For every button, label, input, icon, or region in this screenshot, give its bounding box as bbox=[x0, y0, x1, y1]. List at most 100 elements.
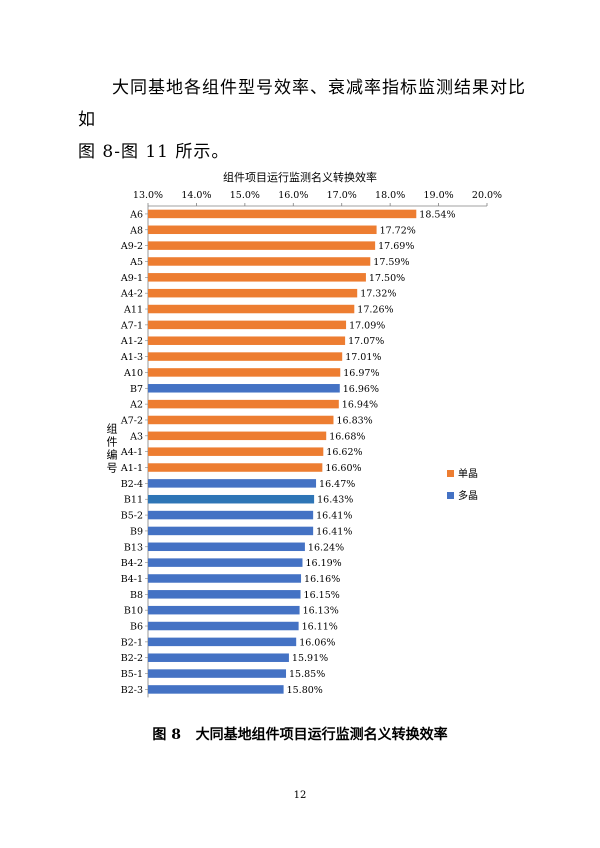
bar-a1-1 bbox=[148, 463, 323, 472]
data-label: 17.32% bbox=[360, 289, 396, 300]
data-label: 16.24% bbox=[308, 542, 344, 553]
bar-series bbox=[148, 209, 417, 694]
x-axis: 13.0% 14.0% 15.0% 16.0% 17.0% 18.0% 19.0% 20.0% bbox=[133, 190, 502, 698]
data-label: 16.16% bbox=[304, 574, 340, 585]
category-label: B2-3 bbox=[121, 685, 143, 696]
bar-b2-1 bbox=[148, 637, 297, 647]
y-axis-title-char: 编 bbox=[107, 448, 118, 462]
bar-b13 bbox=[148, 542, 305, 552]
category-label: B7 bbox=[130, 384, 143, 395]
x-tick-label: 14.0% bbox=[181, 190, 211, 201]
x-tick-label: 18.0% bbox=[375, 190, 405, 201]
chart-title: 组件项目运行监测名义转换效率 bbox=[223, 170, 377, 184]
data-label: 16.06% bbox=[299, 637, 335, 648]
bar-b5-1 bbox=[148, 669, 287, 678]
bar-a7-2 bbox=[148, 415, 334, 425]
legend-label: 多晶 bbox=[458, 489, 478, 502]
x-tick-label: 20.0% bbox=[472, 190, 502, 201]
category-label: A4-1 bbox=[120, 447, 143, 458]
legend-swatch bbox=[447, 470, 454, 477]
category-label: B5-2 bbox=[121, 511, 143, 522]
data-label: 17.26% bbox=[357, 305, 393, 316]
bar-b8 bbox=[148, 590, 301, 599]
data-label: 16.83% bbox=[336, 415, 372, 426]
bar-a9-1 bbox=[148, 273, 366, 282]
legend-swatch bbox=[447, 492, 454, 499]
x-tick-label: 13.0% bbox=[133, 190, 163, 201]
category-label: B13 bbox=[124, 542, 143, 553]
category-label: B11 bbox=[124, 495, 143, 506]
category-label: A1-3 bbox=[120, 352, 143, 363]
data-label: 17.01% bbox=[345, 352, 381, 363]
data-label: 16.60% bbox=[325, 463, 361, 474]
bar-b4-2 bbox=[148, 558, 303, 567]
category-label: A8 bbox=[129, 225, 143, 236]
data-label: 16.19% bbox=[305, 558, 341, 569]
data-label: 15.91% bbox=[292, 653, 328, 664]
category-label: B4-1 bbox=[121, 574, 143, 585]
bar-b2-4 bbox=[148, 479, 317, 488]
data-label: 16.13% bbox=[303, 606, 339, 617]
bar-b9 bbox=[148, 526, 314, 536]
data-label: 18.54% bbox=[419, 209, 455, 220]
data-label: 16.41% bbox=[316, 526, 352, 537]
bar-a4-1 bbox=[148, 447, 324, 456]
data-label: 16.47% bbox=[319, 479, 355, 490]
bar-b5-2 bbox=[148, 510, 314, 520]
category-label: A2 bbox=[129, 400, 143, 411]
data-label: 16.68% bbox=[329, 431, 365, 442]
bar-a9-2 bbox=[148, 241, 376, 250]
category-label: A6 bbox=[129, 209, 143, 220]
data-label: 16.11% bbox=[302, 622, 338, 633]
category-label: A7-1 bbox=[120, 320, 143, 331]
caption-label: 图 8 bbox=[152, 727, 181, 743]
data-label: 16.15% bbox=[304, 590, 340, 601]
category-label: A1-2 bbox=[120, 336, 143, 347]
category-label: B4-2 bbox=[121, 558, 143, 569]
category-label: A5 bbox=[129, 257, 143, 268]
intro-paragraph: 大同基地各组件型号效率、衰减率指标监测结果对比如 图 8-图 11 所示。 bbox=[78, 72, 538, 168]
y-axis-title-char: 件 bbox=[107, 436, 118, 449]
data-label: 17.59% bbox=[373, 257, 409, 268]
category-labels: A6 18.54% A8 17.72% A9-2 17.69% A5 17.59% A9-1 17… bbox=[120, 209, 456, 696]
data-label: 15.85% bbox=[289, 669, 325, 680]
category-label: A4-2 bbox=[120, 289, 143, 300]
data-label: 16.62% bbox=[326, 447, 362, 458]
bar-a1-3 bbox=[148, 352, 343, 361]
bar-a2 bbox=[148, 399, 339, 409]
category-label: B2-1 bbox=[121, 637, 143, 648]
category-label: A1-1 bbox=[120, 463, 143, 474]
bar-a7-1 bbox=[148, 320, 347, 330]
x-tick-label: 15.0% bbox=[230, 190, 260, 201]
legend-label: 单晶 bbox=[458, 468, 478, 480]
bar-b10 bbox=[148, 605, 300, 615]
data-label: 17.09% bbox=[349, 320, 385, 331]
data-label: 16.43% bbox=[317, 495, 353, 506]
y-axis-title-char: 号 bbox=[107, 462, 118, 475]
data-label: 16.41% bbox=[316, 511, 352, 522]
bar-b11 bbox=[148, 494, 315, 504]
category-label: A9-1 bbox=[120, 273, 143, 284]
bar-a1-2 bbox=[148, 336, 346, 345]
x-tick-label: 19.0% bbox=[423, 190, 453, 201]
caption-text: 大同基地组件项目运行监测名义转换效率 bbox=[195, 727, 448, 743]
category-label: A11 bbox=[123, 305, 143, 316]
category-label: B9 bbox=[130, 526, 143, 537]
bar-b4-1 bbox=[148, 574, 302, 583]
category-label: B2-2 bbox=[121, 653, 143, 664]
y-axis-title-char: 组 bbox=[107, 422, 118, 436]
bar-b6 bbox=[148, 621, 299, 631]
data-label: 16.96% bbox=[343, 384, 379, 395]
bar-a10 bbox=[148, 368, 341, 377]
category-label: A7-2 bbox=[120, 415, 143, 426]
category-label: B10 bbox=[124, 606, 143, 617]
data-label: 17.72% bbox=[380, 225, 416, 236]
category-label: B5-1 bbox=[121, 669, 143, 680]
data-label: 17.69% bbox=[378, 241, 414, 252]
bar-b7 bbox=[148, 384, 340, 393]
bar-a5 bbox=[148, 257, 371, 266]
data-label: 15.80% bbox=[287, 685, 323, 696]
page-number: 12 bbox=[293, 790, 307, 801]
